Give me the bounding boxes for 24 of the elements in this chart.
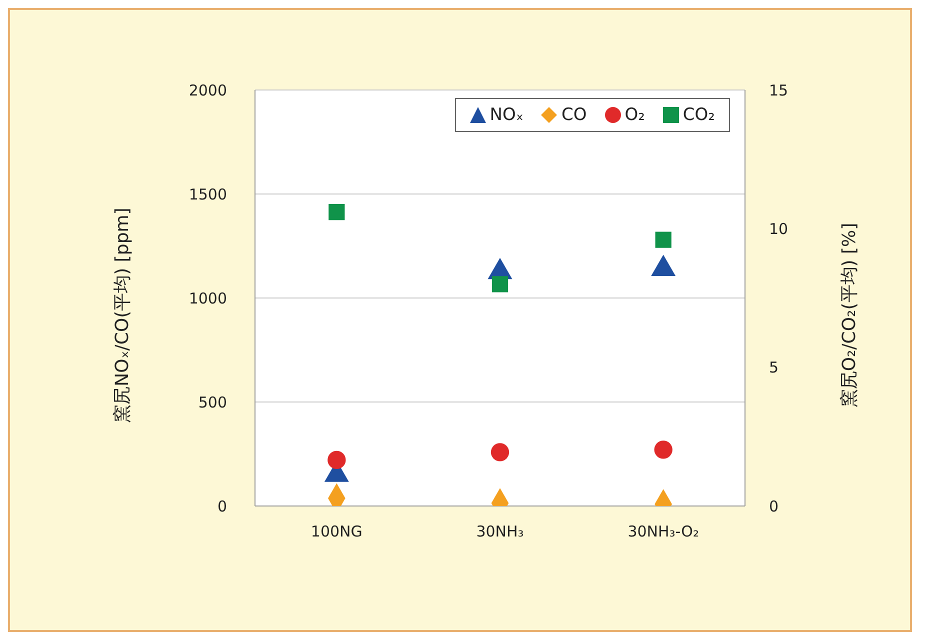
point <box>654 440 672 459</box>
legend-label: CO₂ <box>682 105 715 125</box>
y-tick-label: 2000 <box>188 81 227 100</box>
legend-label: O₂ <box>624 105 645 125</box>
y2-tick-label: 0 <box>769 497 779 516</box>
point <box>328 204 345 220</box>
y-tick-label: 0 <box>217 497 227 516</box>
legend-label: NOₓ <box>490 105 524 125</box>
y-axis-title: 窯尻NOₓ/CO(平均) [ppm] <box>112 208 133 422</box>
y2-axis-title: 窯尻O₂/CO₂(平均) [%] <box>839 222 860 408</box>
y2-tick-label: 15 <box>769 81 788 100</box>
y-tick-label: 500 <box>198 393 227 412</box>
point <box>492 276 508 292</box>
point <box>490 443 510 462</box>
y2-tick-label: 5 <box>769 358 779 377</box>
legend-label: CO <box>561 105 587 125</box>
y2-tick-label: 10 <box>769 220 788 238</box>
y-tick-label: 1500 <box>188 185 227 204</box>
point <box>655 232 672 248</box>
x-tick-label: 100NG <box>310 522 362 541</box>
y-tick-label: 1000 <box>188 289 227 308</box>
x-tick-label: 30NH₃ <box>476 522 524 541</box>
point <box>328 450 346 470</box>
x-tick-label: 30NH₃-O₂ <box>628 522 699 541</box>
